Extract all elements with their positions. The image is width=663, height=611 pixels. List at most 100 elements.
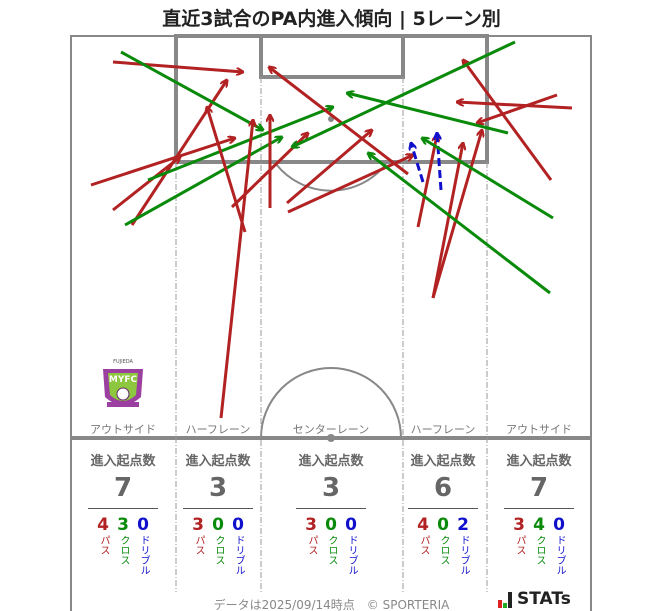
cross-label: クロス bbox=[438, 535, 449, 565]
pass-label: パス bbox=[418, 535, 429, 555]
dribble-count: 0 bbox=[137, 515, 149, 535]
pass-arrow bbox=[130, 80, 227, 226]
pass-count: 3 bbox=[192, 515, 204, 535]
dribble-arrow bbox=[437, 133, 443, 191]
lane-stats: 進入起点数 3 3 パス 0 クロス 0 ドリブル bbox=[286, 450, 376, 575]
dribble-stat: 0 ドリブル bbox=[231, 515, 245, 575]
pass-label: パス bbox=[306, 535, 317, 555]
entry-total: 7 bbox=[113, 473, 133, 503]
goal-area bbox=[259, 34, 405, 79]
center-circle bbox=[260, 367, 402, 439]
cross-label: クロス bbox=[213, 535, 224, 565]
page-title: 直近3試合のPA内進入傾向 | 5レーン別 bbox=[162, 8, 501, 30]
cross-arrow bbox=[422, 138, 554, 220]
cross-label: クロス bbox=[534, 535, 545, 565]
dribble-arrow bbox=[411, 143, 425, 183]
dribble-count: 0 bbox=[553, 515, 565, 535]
divider bbox=[296, 508, 366, 509]
pass-stat: 3 パス bbox=[512, 515, 526, 575]
stats-header: 進入起点数 bbox=[506, 454, 572, 469]
pass-arrow bbox=[112, 157, 180, 212]
cross-stat: 0 クロス bbox=[436, 515, 450, 575]
divider bbox=[88, 508, 158, 509]
dribble-count: 0 bbox=[345, 515, 357, 535]
pass-arrow bbox=[463, 60, 553, 181]
pass-count: 3 bbox=[513, 515, 525, 535]
cross-arrow bbox=[124, 137, 282, 227]
pass-count: 4 bbox=[417, 515, 429, 535]
cross-stat: 3 クロス bbox=[116, 515, 130, 575]
pass-count: 3 bbox=[305, 515, 317, 535]
cross-count: 0 bbox=[325, 515, 337, 535]
penalty-arc bbox=[275, 163, 387, 192]
pass-count: 4 bbox=[97, 515, 109, 535]
cross-label: クロス bbox=[326, 535, 337, 565]
pass-arrow bbox=[287, 155, 413, 214]
cross-arrow bbox=[292, 40, 516, 147]
cross-arrow bbox=[368, 153, 551, 295]
pass-arrow bbox=[431, 143, 463, 299]
pass-stat: 4 パス bbox=[416, 515, 430, 575]
cross-arrow bbox=[120, 50, 263, 130]
stats-brand-logo: STATs bbox=[498, 590, 571, 608]
entry-total: 6 bbox=[433, 473, 453, 503]
stats-header: 進入起点数 bbox=[90, 454, 156, 469]
cross-stat: 0 クロス bbox=[211, 515, 225, 575]
lane-stats: 進入起点数 6 4 パス 0 クロス 2 ドリブル bbox=[398, 450, 488, 575]
lane-label-left-outside: アウトサイド bbox=[90, 423, 156, 436]
pass-arrow bbox=[112, 60, 243, 72]
entry-arrows bbox=[90, 40, 573, 419]
pass-label: パス bbox=[193, 535, 204, 555]
dribble-stat: 0 ドリブル bbox=[344, 515, 358, 575]
pass-label: パス bbox=[514, 535, 525, 555]
dribble-label: ドリブル bbox=[233, 535, 244, 575]
dribble-label: ドリブル bbox=[554, 535, 565, 575]
lane-stats: 進入起点数 7 3 パス 4 クロス 0 ドリブル bbox=[494, 450, 584, 575]
divider bbox=[408, 508, 478, 509]
lane-lines bbox=[175, 77, 488, 592]
pass-arrow bbox=[286, 130, 372, 205]
footer-credit: データは2025/09/14時点 © SPORTERIA bbox=[213, 598, 450, 611]
divider bbox=[183, 508, 253, 509]
svg-text:MYFC: MYFC bbox=[109, 375, 138, 385]
lane-label-right-outside: アウトサイド bbox=[506, 423, 572, 436]
entry-total: 7 bbox=[529, 473, 549, 503]
dribble-label: ドリブル bbox=[458, 535, 469, 575]
pass-arrow bbox=[457, 102, 573, 110]
dribble-count: 2 bbox=[457, 515, 469, 535]
dribble-label: ドリブル bbox=[346, 535, 357, 575]
cross-stat: 4 クロス bbox=[532, 515, 546, 575]
dribble-stat: 2 ドリブル bbox=[456, 515, 470, 575]
pass-arrow bbox=[477, 93, 558, 123]
pass-arrow bbox=[207, 107, 247, 233]
pass-label: パス bbox=[98, 535, 109, 555]
cross-count: 4 bbox=[533, 515, 545, 535]
pass-stat: 3 パス bbox=[191, 515, 205, 575]
cross-stat: 0 クロス bbox=[324, 515, 338, 575]
pass-arrow bbox=[416, 135, 437, 228]
center-spot bbox=[327, 434, 335, 442]
pass-stat: 3 パス bbox=[304, 515, 318, 575]
dribble-label: ドリブル bbox=[138, 535, 149, 575]
lane-label-left-halfspace: ハーフレーン bbox=[185, 423, 251, 436]
divider bbox=[504, 508, 574, 509]
svg-text:FUJIEDA: FUJIEDA bbox=[113, 359, 133, 365]
entry-total: 3 bbox=[321, 473, 341, 503]
lane-label-right-halfspace: ハーフレーン bbox=[410, 423, 476, 436]
cross-count: 0 bbox=[212, 515, 224, 535]
entry-total: 3 bbox=[208, 473, 228, 503]
pass-arrow bbox=[269, 67, 409, 176]
team-logo: FUJIEDA MYFC bbox=[103, 359, 143, 407]
stats-bars-icon bbox=[498, 592, 512, 608]
dribble-count: 0 bbox=[232, 515, 244, 535]
lane-stats: 進入起点数 7 4 パス 3 クロス 0 ドリブル bbox=[78, 450, 168, 575]
brand-name: STATs bbox=[517, 589, 571, 609]
stats-header: 進入起点数 bbox=[185, 454, 251, 469]
cross-label: クロス bbox=[118, 535, 129, 565]
pass-arrow bbox=[90, 138, 235, 187]
stats-header: 進入起点数 bbox=[410, 454, 476, 469]
cross-count: 3 bbox=[117, 515, 129, 535]
pass-arrow bbox=[219, 120, 253, 419]
